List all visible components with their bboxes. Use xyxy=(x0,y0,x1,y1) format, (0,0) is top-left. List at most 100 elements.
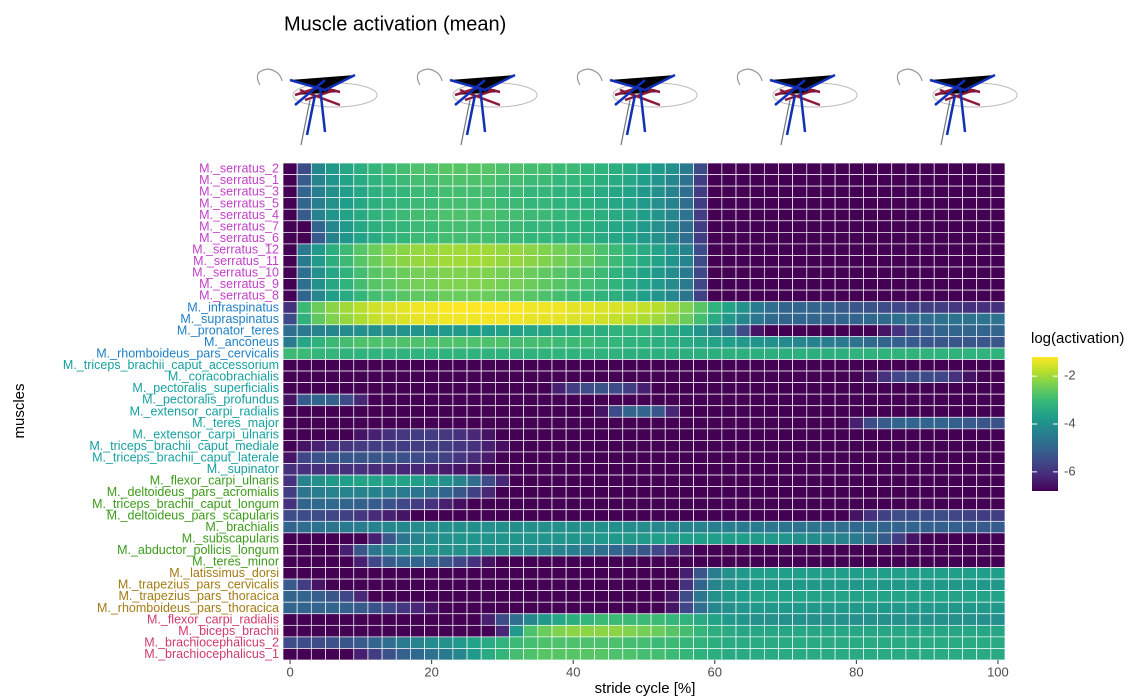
heatmap-cell xyxy=(538,232,552,244)
heatmap-cell xyxy=(538,568,552,580)
heatmap-cell xyxy=(948,336,962,348)
heatmap-cell xyxy=(750,440,764,452)
heatmap-cell xyxy=(764,348,778,360)
heatmap-cell xyxy=(439,221,453,233)
heatmap-cell xyxy=(566,232,580,244)
heatmap-cell xyxy=(410,568,424,580)
heatmap-cell xyxy=(863,290,877,302)
heatmap-cell xyxy=(807,186,821,198)
heatmap-cell xyxy=(849,371,863,383)
heatmap-cell xyxy=(977,602,991,614)
heatmap-cell xyxy=(764,475,778,487)
heatmap-cell xyxy=(538,521,552,533)
heatmap-cell xyxy=(750,359,764,371)
heatmap-cell xyxy=(849,290,863,302)
heatmap-cell xyxy=(609,302,623,314)
heatmap-cell xyxy=(325,244,339,256)
heatmap-cell xyxy=(637,232,651,244)
heatmap-cell xyxy=(340,475,354,487)
heatmap-cell xyxy=(467,544,481,556)
heatmap-cell xyxy=(722,568,736,580)
heatmap-cell xyxy=(467,591,481,603)
heatmap-cell xyxy=(580,464,594,476)
heatmap-cell xyxy=(665,198,679,210)
heatmap-cell xyxy=(580,198,594,210)
heatmap-cell xyxy=(495,209,509,221)
heatmap-cell xyxy=(963,556,977,568)
heatmap-cell xyxy=(382,267,396,279)
heatmap-cell xyxy=(764,209,778,221)
heatmap-cell xyxy=(538,198,552,210)
heatmap-cell xyxy=(892,452,906,464)
heatmap-cell xyxy=(651,475,665,487)
heatmap-cell xyxy=(948,302,962,314)
heatmap-cell xyxy=(750,475,764,487)
heatmap-cell xyxy=(609,637,623,649)
heatmap-cell xyxy=(807,336,821,348)
heatmap-cell xyxy=(991,510,1005,522)
heatmap-cell xyxy=(708,591,722,603)
heatmap-cell xyxy=(623,336,637,348)
heatmap-cell xyxy=(439,290,453,302)
heatmap-cell xyxy=(439,359,453,371)
heatmap-cell xyxy=(439,521,453,533)
heatmap-cell xyxy=(764,544,778,556)
heatmap-cell xyxy=(297,348,311,360)
heatmap-cell xyxy=(863,279,877,291)
heatmap-cell xyxy=(878,498,892,510)
heatmap-cell xyxy=(368,279,382,291)
heatmap-cell xyxy=(594,383,608,395)
heatmap-cell xyxy=(340,614,354,626)
heatmap-cell xyxy=(566,209,580,221)
heatmap-cell xyxy=(594,637,608,649)
heatmap-cell xyxy=(750,267,764,279)
heatmap-cell xyxy=(920,371,934,383)
heatmap-cell xyxy=(863,637,877,649)
heatmap-cell xyxy=(410,440,424,452)
heatmap-cell xyxy=(368,198,382,210)
heatmap-cell xyxy=(410,637,424,649)
heatmap-cell xyxy=(453,383,467,395)
heatmap-cell xyxy=(934,325,948,337)
heatmap-cell xyxy=(637,336,651,348)
heatmap-cell xyxy=(906,406,920,418)
heatmap-cell xyxy=(594,325,608,337)
heatmap-cell xyxy=(736,267,750,279)
heatmap-cell xyxy=(297,232,311,244)
heatmap-cell xyxy=(736,359,750,371)
heatmap-cell xyxy=(694,602,708,614)
heatmap-cell xyxy=(821,475,835,487)
heatmap-cell xyxy=(623,383,637,395)
heatmap-cell xyxy=(340,175,354,187)
heatmap-cell xyxy=(807,255,821,267)
heatmap-cell xyxy=(495,591,509,603)
heatmap-cell xyxy=(566,579,580,591)
heatmap-cell xyxy=(793,521,807,533)
heatmap-cell xyxy=(283,556,297,568)
heatmap-cell xyxy=(325,359,339,371)
heatmap-cell xyxy=(906,198,920,210)
heatmap-cell xyxy=(948,452,962,464)
heatmap-cell xyxy=(495,383,509,395)
heatmap-cell xyxy=(495,568,509,580)
heatmap-cell xyxy=(977,163,991,175)
heatmap-cell xyxy=(764,406,778,418)
heatmap-cell xyxy=(609,394,623,406)
heatmap-cell xyxy=(694,521,708,533)
heatmap-cell xyxy=(793,625,807,637)
heatmap-cell xyxy=(410,602,424,614)
heatmap-cell xyxy=(892,614,906,626)
heatmap-cell xyxy=(495,475,509,487)
heatmap-cell xyxy=(495,464,509,476)
heatmap-cell xyxy=(382,406,396,418)
heatmap-cell xyxy=(821,221,835,233)
heatmap-cell xyxy=(311,579,325,591)
heatmap-cell xyxy=(524,429,538,441)
heatmap-cell xyxy=(354,614,368,626)
heatmap-cell xyxy=(297,625,311,637)
heatmap-cell xyxy=(311,637,325,649)
heatmap-cell xyxy=(382,209,396,221)
heatmap-cell xyxy=(297,186,311,198)
heatmap-cell xyxy=(892,163,906,175)
heatmap-cell xyxy=(453,579,467,591)
